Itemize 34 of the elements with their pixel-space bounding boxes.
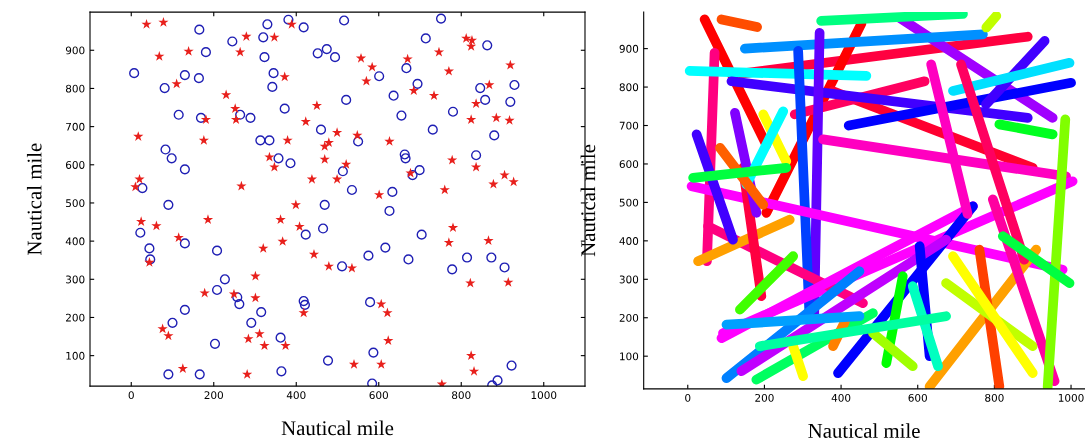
- y-tick-label: 100: [620, 352, 639, 361]
- x-tick-label: 1000: [1058, 393, 1084, 402]
- y-tick-label: 200: [619, 313, 639, 322]
- y-tick-label: 200: [66, 313, 85, 322]
- y-tick-label: 300: [66, 275, 85, 284]
- x-tick-label: 600: [369, 391, 388, 400]
- y-tick-label: 500: [66, 199, 85, 208]
- x-tick-label: 200: [755, 393, 774, 402]
- y-tick-label: 400: [65, 237, 85, 246]
- x-axis-title: Nautical mile: [808, 423, 920, 438]
- y-tick-label: 300: [619, 275, 639, 284]
- y-tick-label: 900: [65, 46, 85, 55]
- y-tick-label: 600: [65, 161, 85, 169]
- x-tick-label: 800: [985, 393, 1004, 402]
- y-axis-title: Nautical mile: [26, 143, 42, 255]
- x-axis-title: Nautical mile: [281, 420, 394, 436]
- y-axis-title: Nautical mile: [580, 144, 596, 257]
- y-tick-label: 900: [619, 44, 639, 53]
- x-tick-label: 600: [908, 393, 927, 402]
- x-tick-label: 0: [685, 393, 691, 402]
- x-tick-label: 200: [204, 391, 223, 400]
- y-tick-label: 800: [65, 84, 85, 93]
- x-tick-label: 1000: [531, 391, 557, 400]
- y-tick-label: 800: [619, 83, 639, 92]
- x-tick-label: 0: [128, 391, 134, 400]
- y-tick-label: 700: [66, 122, 85, 131]
- x-tick-label: 400: [831, 393, 851, 402]
- x-tick-label: 800: [452, 391, 471, 400]
- y-tick-label: 700: [619, 121, 639, 130]
- y-tick-label: 400: [619, 237, 639, 245]
- y-tick-label: 500: [619, 198, 639, 207]
- x-tick-label: 400: [286, 391, 306, 400]
- y-tick-label: 100: [66, 351, 85, 360]
- y-tick-label: 600: [619, 160, 639, 169]
